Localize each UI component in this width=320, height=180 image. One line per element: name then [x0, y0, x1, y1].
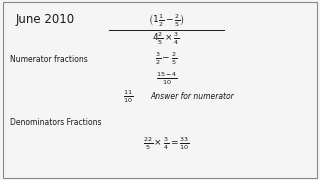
- Text: Numerator fractions: Numerator fractions: [10, 55, 87, 64]
- Text: Answer for numerator: Answer for numerator: [150, 92, 234, 101]
- Text: $\frac{15 - 4}{10}$: $\frac{15 - 4}{10}$: [156, 70, 177, 87]
- Text: $\frac{3}{2} - \frac{2}{5}$: $\frac{3}{2} - \frac{2}{5}$: [155, 50, 178, 67]
- Text: Denominators Fractions: Denominators Fractions: [10, 118, 101, 127]
- Text: $4\frac{2}{5} \times \frac{3}{4}$: $4\frac{2}{5} \times \frac{3}{4}$: [152, 30, 180, 47]
- Text: June 2010: June 2010: [16, 13, 75, 26]
- Text: $\left(1\frac{1}{2} - \frac{2}{5}\right)$: $\left(1\frac{1}{2} - \frac{2}{5}\right)…: [148, 12, 185, 29]
- Text: $\frac{22}{5} \times \frac{3}{4} = \frac{33}{10}$: $\frac{22}{5} \times \frac{3}{4} = \frac…: [143, 136, 189, 152]
- Text: $\frac{11}{10}$: $\frac{11}{10}$: [123, 88, 133, 105]
